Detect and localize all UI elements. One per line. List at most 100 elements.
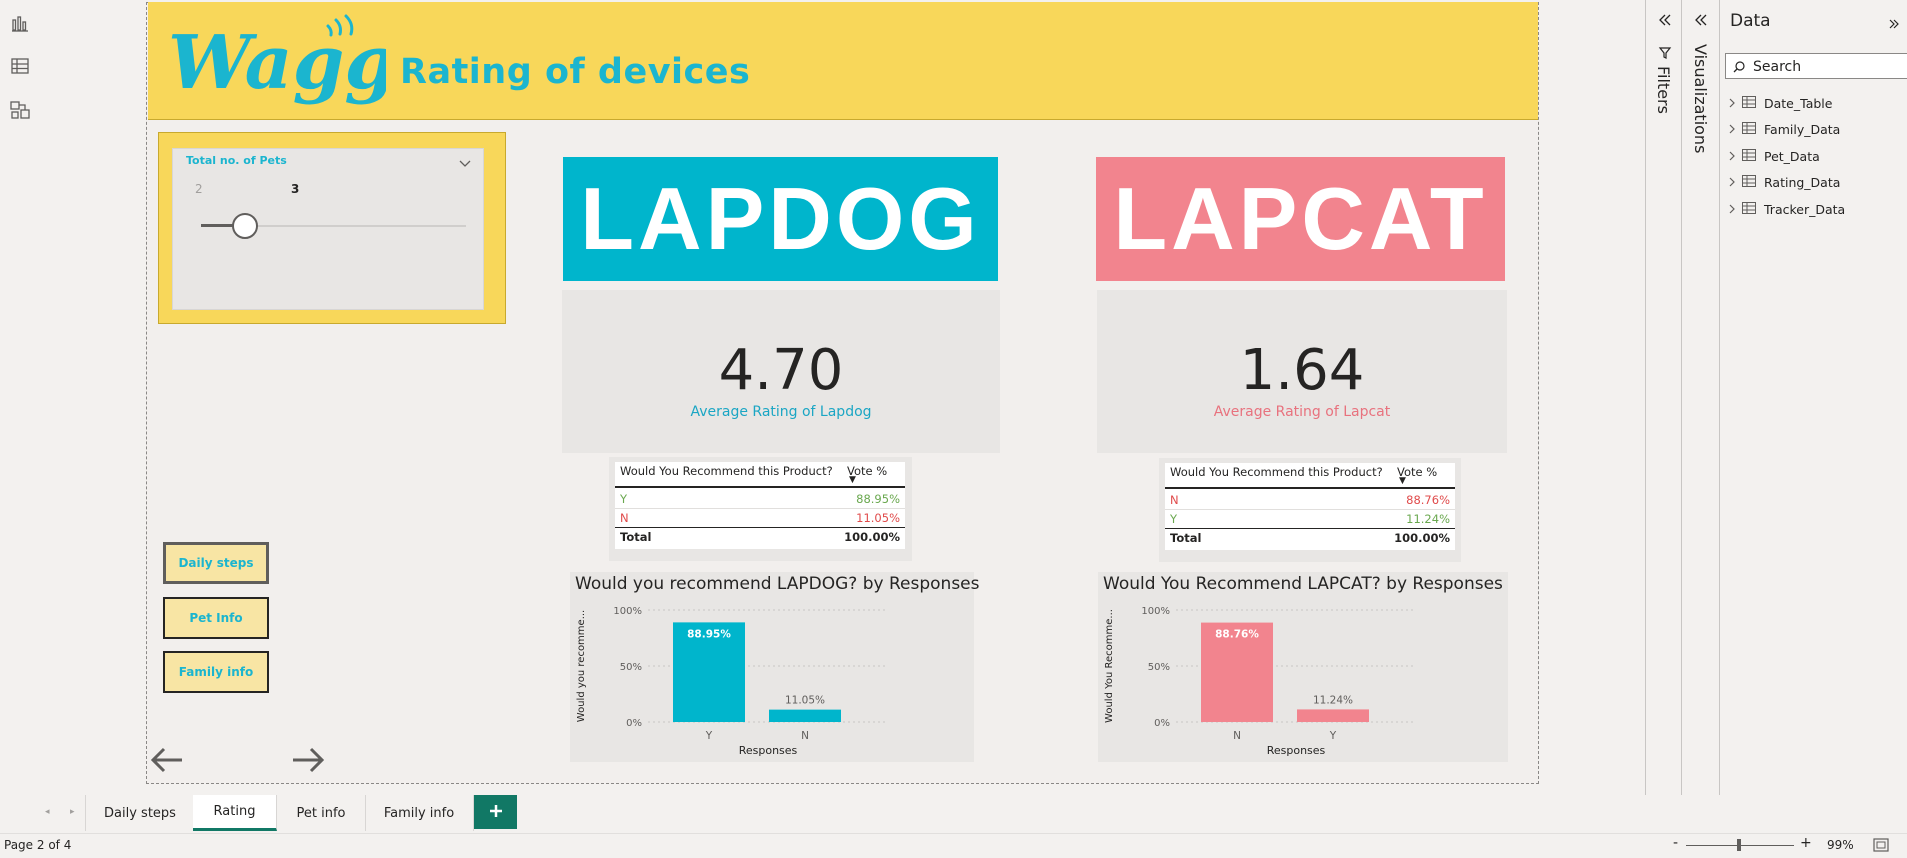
filter-icon (1658, 45, 1672, 64)
data-table-item[interactable]: Pet_Data (1728, 145, 1820, 167)
daily-steps-button[interactable]: Daily steps (163, 542, 269, 584)
page-title: Rating of devices (400, 52, 751, 92)
table-view-icon[interactable] (9, 55, 31, 77)
data-table-name: Date_Table (1764, 95, 1833, 111)
page-tabs-bar: ◂ ▸ Daily steps Rating Pet info Family i… (0, 795, 1680, 833)
data-table-item[interactable]: Tracker_Data (1728, 198, 1845, 220)
svg-text:Waggle: Waggle (168, 20, 386, 106)
slicer-track[interactable] (201, 225, 466, 227)
data-label: 11.05% (785, 695, 825, 707)
slicer-title: Total no. of Pets (186, 154, 287, 167)
data-table-item[interactable]: Date_Table (1728, 92, 1832, 114)
tab-family-info[interactable]: Family info (365, 795, 474, 831)
pets-slicer[interactable]: Total no. of Pets 2 3 (172, 148, 484, 310)
chevron-down-icon[interactable] (459, 154, 471, 173)
model-view-icon[interactable] (9, 99, 31, 121)
chart-title: Would You Recommend LAPCAT? by Responses (1103, 574, 1503, 594)
table-header-row: Would You Recommend this Product? Vote %… (615, 462, 905, 488)
x-tick-label: N (801, 730, 809, 742)
row-label: N (620, 511, 629, 525)
slicer-min-value: 2 (195, 182, 203, 196)
add-page-button[interactable] (474, 795, 517, 829)
total-value: 100.00% (844, 530, 900, 544)
plus-icon (489, 803, 503, 822)
visualizations-pane[interactable]: Visualizations (1681, 0, 1720, 795)
left-view-rail (0, 0, 40, 820)
tab-rating[interactable]: Rating (193, 795, 277, 831)
page-indicator: Page 2 of 4 (4, 838, 72, 852)
zoom-slider-handle[interactable] (1737, 839, 1741, 851)
status-bar: Page 2 of 4 - + 99% (0, 833, 1907, 858)
sort-desc-icon: ▼ (1399, 476, 1406, 486)
arrow-left-icon[interactable] (149, 744, 185, 780)
tab-pet-info[interactable]: Pet info (277, 795, 366, 831)
pet-info-button[interactable]: Pet Info (163, 597, 269, 639)
tab-daily-steps[interactable]: Daily steps (85, 795, 195, 831)
x-axis-title: Responses (739, 744, 798, 757)
visualizations-label[interactable]: Visualizations (1691, 44, 1710, 154)
table-row[interactable]: Y 11.24% (1165, 509, 1455, 529)
collapse-double-chevron-icon[interactable] (1658, 12, 1672, 31)
slicer-handle[interactable] (232, 213, 258, 239)
total-label: Total (620, 530, 652, 544)
table-row[interactable]: N 88.76% (1165, 490, 1455, 510)
data-pane: Data Search Date_Table Family_Data Pet_Dat… (1719, 0, 1907, 795)
zoom-in-button[interactable]: + (1800, 835, 1812, 851)
lapcat-logo-text: LAPCAT (1113, 169, 1488, 268)
lapdog-recommend-chart[interactable]: Would you recommend LAPDOG? by Responses… (570, 572, 980, 762)
row-value: 11.24% (1406, 512, 1450, 526)
tab-scroll-right-icon[interactable]: ▸ (70, 807, 75, 817)
data-table-name: Family_Data (1764, 122, 1841, 137)
report-view-icon[interactable] (9, 12, 31, 34)
lapcat-vote-table: Would You Recommend this Product? Vote %… (1159, 458, 1461, 562)
data-pane-title: Data (1730, 11, 1771, 31)
expand-chevron-icon[interactable] (1888, 15, 1900, 34)
search-icon (1732, 59, 1746, 78)
row-value: 88.95% (856, 492, 900, 506)
header-banner (148, 2, 1538, 120)
expand-chevron-icon[interactable] (1728, 202, 1736, 217)
data-label: 88.76% (1215, 629, 1259, 641)
bar (673, 622, 745, 722)
data-table-item[interactable]: Rating_Data (1728, 172, 1840, 194)
y-tick-label: 100% (1141, 606, 1170, 617)
y-tick-label: 100% (613, 606, 642, 617)
expand-chevron-icon[interactable] (1728, 149, 1736, 164)
table-icon (1742, 175, 1756, 190)
lapdog-logo-text: LAPDOG (580, 169, 981, 268)
expand-chevron-icon[interactable] (1728, 175, 1736, 190)
lapdog-rating-card: 4.70 Average Rating of Lapdog (562, 290, 1000, 453)
table-header-vote[interactable]: Vote % (847, 464, 888, 478)
data-table-name: Rating_Data (1764, 175, 1841, 190)
slicer-max-value: 3 (291, 182, 300, 196)
data-table-item[interactable]: Family_Data (1728, 119, 1840, 141)
fit-to-page-icon[interactable] (1873, 838, 1889, 855)
expand-chevron-icon[interactable] (1728, 122, 1736, 137)
table-header-row: Would You Recommend this Product? Vote %… (1165, 463, 1455, 489)
table-row[interactable]: N 11.05% (615, 508, 905, 528)
tab-scroll-left-icon[interactable]: ◂ (45, 807, 50, 817)
data-search-input[interactable]: Search (1725, 53, 1907, 79)
zoom-level[interactable]: 99% (1827, 838, 1854, 852)
table-header-question[interactable]: Would You Recommend this Product? (1170, 465, 1383, 479)
x-tick-label: Y (1329, 730, 1337, 742)
arrow-right-icon[interactable] (290, 744, 326, 780)
lapcat-recommend-chart[interactable]: Would You Recommend LAPCAT? by Responses… (1098, 572, 1508, 762)
family-info-button[interactable]: Family info (163, 651, 269, 693)
table-header-vote[interactable]: Vote % (1397, 465, 1438, 479)
lapcat-logo-tile: LAPCAT (1096, 157, 1505, 281)
x-tick-label: Y (705, 730, 713, 742)
expand-chevron-icon[interactable] (1728, 96, 1736, 111)
data-table-name: Tracker_Data (1764, 201, 1846, 217)
bar (1297, 709, 1369, 722)
filters-pane[interactable]: Filters (1645, 0, 1682, 795)
table-header-question[interactable]: Would You Recommend this Product? (620, 464, 833, 478)
filters-label[interactable]: Filters (1654, 66, 1673, 114)
zoom-out-button[interactable]: - (1673, 835, 1679, 851)
bar (1201, 622, 1273, 722)
y-tick-label: 50% (620, 662, 642, 673)
collapse-double-chevron-icon[interactable] (1694, 12, 1708, 31)
table-row[interactable]: Y 88.95% (615, 489, 905, 509)
lapdog-vote-table: Would You Recommend this Product? Vote %… (609, 457, 912, 561)
